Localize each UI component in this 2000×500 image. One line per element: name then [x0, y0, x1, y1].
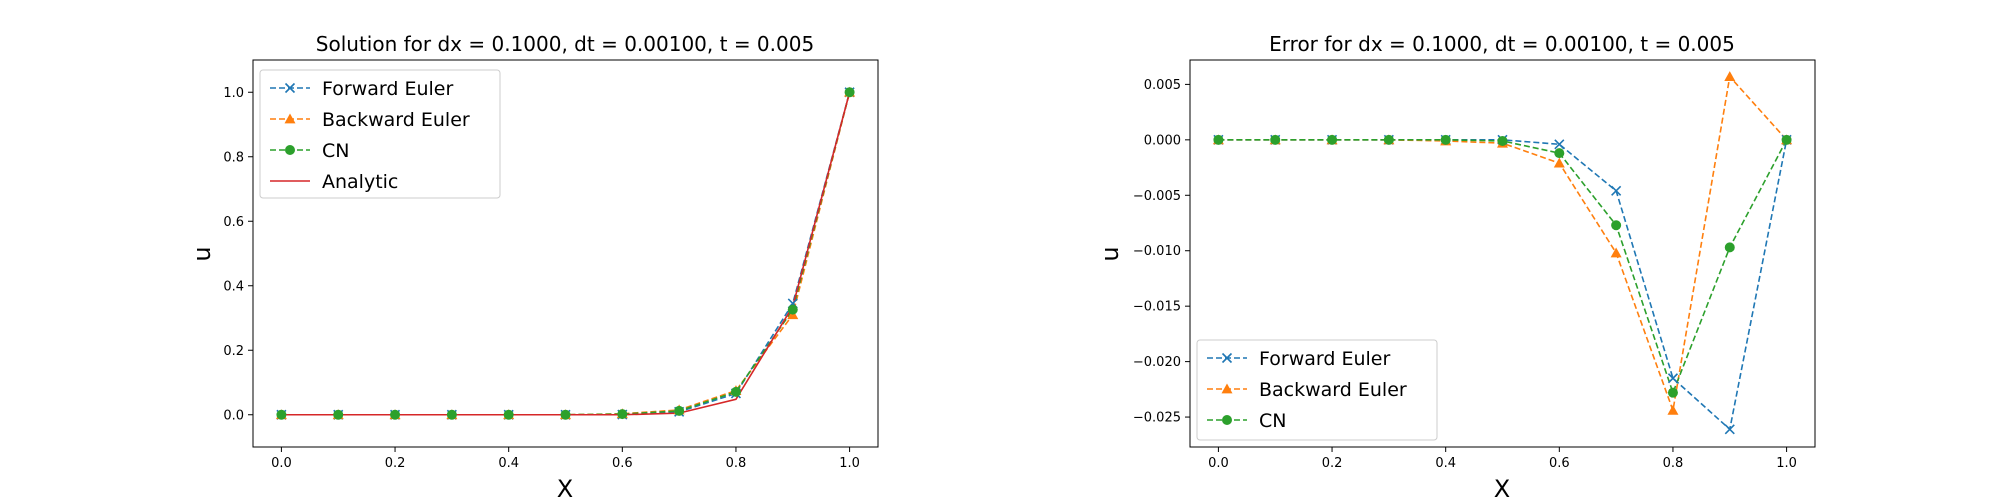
y-tick-label: 0.2 [223, 344, 244, 359]
legend-label: Forward Euler [322, 78, 453, 100]
x-tick-label: 0.0 [1208, 456, 1229, 471]
legend-label: Backward Euler [322, 109, 470, 131]
data-point-cn [787, 304, 798, 315]
data-point-cn [1213, 134, 1224, 145]
y-tick-label: −0.025 [1133, 411, 1181, 426]
y-axis-label: u [1096, 246, 1124, 261]
x-tick-label: 0.6 [1549, 456, 1570, 471]
plot-area [252, 59, 879, 448]
data-point-forward-euler [1554, 139, 1565, 150]
y-tick-label: 0.8 [223, 150, 244, 165]
legend-box [259, 69, 501, 199]
legend-label: CN [1259, 410, 1286, 432]
y-tick-label: 0.005 [1144, 78, 1181, 93]
y-tick-label: 0.6 [223, 215, 244, 230]
legend-item-backward-euler: Backward Euler [1207, 379, 1407, 401]
data-point-cn [1440, 134, 1451, 145]
y-tick-label: 1.0 [223, 86, 244, 101]
legend-label: Forward Euler [1259, 348, 1390, 370]
legend-marker [1221, 352, 1233, 364]
data-point-cn [503, 409, 514, 420]
data-point-cn [674, 405, 685, 416]
error-chart: Error for dx = 0.1000, dt = 0.00100, t =… [1096, 32, 1816, 500]
chart-title: Solution for dx = 0.1000, dt = 0.00100, … [316, 32, 814, 56]
legend-marker [284, 113, 296, 124]
y-tick-label: −0.015 [1133, 300, 1181, 315]
legend-item-cn: CN [1207, 410, 1286, 432]
data-point-cn [1667, 387, 1678, 398]
x-tick-label: 0.6 [612, 456, 633, 471]
y-tick-label: 0.000 [1144, 133, 1181, 148]
y-tick-label: 0.0 [223, 408, 244, 423]
legend-box [1196, 339, 1438, 441]
x-tick-label: 0.0 [271, 456, 292, 471]
y-axis-label: u [188, 246, 216, 261]
legend-marker [284, 82, 296, 94]
data-point-forward-euler [1667, 373, 1679, 384]
data-point-cn [1724, 242, 1735, 253]
axis-ticks: 0.0 0.2 0.4 0.6 0.8 1.0 0.005 0.000 −0.005 −0.010… [1133, 78, 1797, 471]
legend: Forward Euler Backward Euler CN Analytic [259, 69, 501, 199]
data-point-cn [1611, 220, 1622, 231]
y-tick-label: 0.4 [223, 279, 244, 294]
series-markers [275, 86, 856, 420]
x-tick-label: 1.0 [1776, 456, 1797, 471]
legend-item-forward-euler: Forward Euler [1207, 348, 1390, 370]
legend: Forward Euler Backward Euler CN [1196, 339, 1438, 441]
legend-label: Analytic [322, 171, 398, 193]
legend-item-forward-euler: Forward Euler [270, 78, 453, 100]
data-point-cn [390, 409, 401, 420]
x-tick-label: 0.4 [1435, 456, 1456, 471]
legend-label: CN [322, 140, 349, 162]
data-point-backward-euler [1724, 71, 1736, 82]
legend-item-cn: CN [270, 140, 349, 162]
data-point-cn [333, 409, 344, 420]
y-tick-label: −0.005 [1133, 189, 1181, 204]
x-tick-label: 0.2 [1322, 456, 1343, 471]
data-point-cn [1554, 148, 1565, 159]
data-point-cn [1327, 134, 1338, 145]
x-axis-label: X [1494, 475, 1510, 500]
data-point-cn [446, 409, 457, 420]
data-point-cn [617, 409, 628, 420]
x-tick-label: 0.4 [498, 456, 519, 471]
data-point-cn [276, 409, 287, 420]
data-point-backward-euler [1553, 157, 1565, 168]
data-point-cn [1781, 134, 1792, 145]
data-point-cn [560, 409, 571, 420]
legend-marker [285, 145, 295, 155]
chart-title: Error for dx = 0.1000, dt = 0.00100, t =… [1269, 32, 1735, 56]
data-point-backward-euler [1667, 404, 1679, 415]
plot-area [1189, 59, 1816, 448]
data-point-cn [1383, 134, 1394, 145]
x-tick-label: 1.0 [839, 456, 860, 471]
series-markers [1212, 71, 1793, 435]
data-point-cn [730, 386, 741, 397]
x-tick-label: 0.8 [1663, 456, 1684, 471]
x-axis-label: X [557, 475, 573, 500]
legend-marker [1221, 383, 1233, 394]
data-point-forward-euler [1724, 424, 1735, 435]
x-tick-label: 0.2 [385, 456, 406, 471]
data-point-cn [1270, 134, 1281, 145]
data-point-backward-euler [1610, 247, 1622, 258]
legend-marker [1222, 415, 1232, 425]
legend-item-analytic: Analytic [270, 171, 398, 193]
axis-ticks: 0.0 0.2 0.4 0.6 0.8 1.0 0.0 0.2 0.4 0.6 0.8 1.0 [223, 86, 860, 471]
data-point-forward-euler [1611, 185, 1622, 196]
solution-chart: Solution for dx = 0.1000, dt = 0.00100, … [188, 32, 879, 500]
data-point-cn [844, 87, 855, 98]
y-tick-label: −0.020 [1133, 355, 1181, 370]
y-tick-label: −0.010 [1133, 244, 1181, 259]
data-point-cn [1497, 135, 1508, 146]
legend-item-backward-euler: Backward Euler [270, 109, 470, 131]
legend-label: Backward Euler [1259, 379, 1407, 401]
x-tick-label: 0.8 [726, 456, 747, 471]
